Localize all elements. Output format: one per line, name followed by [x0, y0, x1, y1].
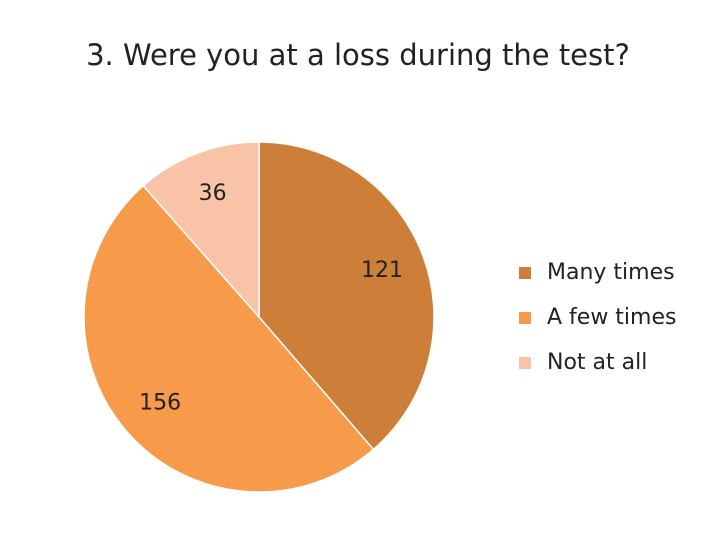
legend-swatch	[519, 357, 531, 369]
legend-label: Not at all	[547, 350, 647, 375]
data-label: 156	[139, 390, 181, 415]
data-label: 121	[361, 258, 403, 283]
legend-swatch	[519, 267, 531, 279]
legend-label: A few times	[547, 305, 676, 330]
legend-swatch	[519, 312, 531, 324]
chart-title: 3. Were you at a loss during the test?	[86, 38, 630, 72]
legend-label: Many times	[547, 260, 675, 285]
pie-slice	[83, 184, 375, 493]
pie-slice	[142, 141, 260, 319]
data-label: 36	[199, 181, 227, 206]
pie-slice	[258, 141, 435, 451]
